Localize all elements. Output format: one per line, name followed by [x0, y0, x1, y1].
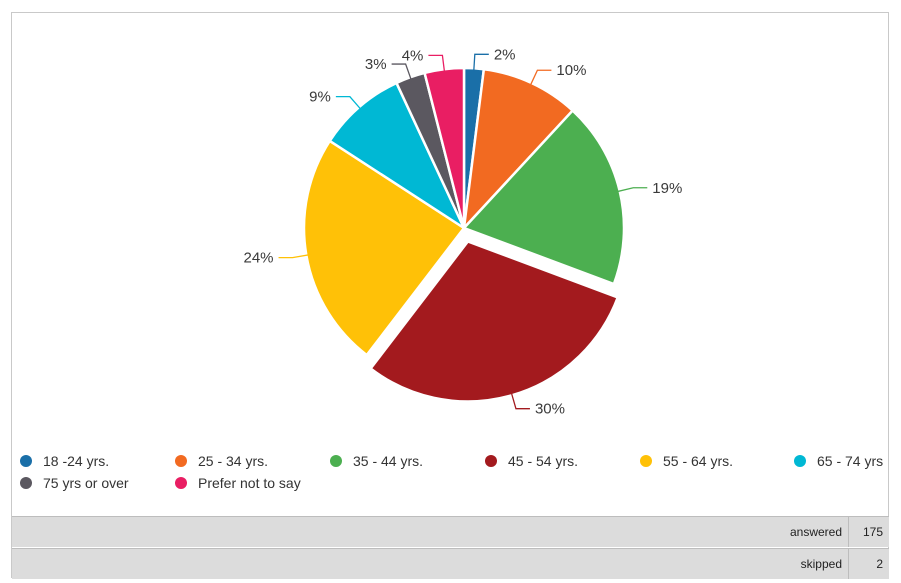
legend-item-45-54-yrs[interactable]: 45 - 54 yrs.: [485, 452, 578, 470]
legend-swatch-icon: [20, 455, 32, 467]
answered-label: answered: [789, 525, 842, 539]
legend-label: 18 -24 yrs.: [43, 453, 110, 469]
legend-swatch-icon: [485, 455, 497, 467]
legend-item-35-44-yrs[interactable]: 35 - 44 yrs.: [330, 452, 423, 470]
slice-label-75-yrs-or-over: 3%: [365, 56, 387, 73]
legend-item-25-34-yrs[interactable]: 25 - 34 yrs.: [175, 452, 268, 470]
slice-label-18-24-yrs: 2%: [494, 46, 516, 63]
slice-label-65-74-yrs: 9%: [309, 89, 331, 106]
slice-label-35-44-yrs: 19%: [652, 180, 682, 197]
legend-item-18-24-yrs[interactable]: 18 -24 yrs.: [20, 452, 109, 470]
leader-line-25-34-yrs: [529, 69, 552, 87]
legend-swatch-icon: [640, 455, 652, 467]
legend-label: 55 - 64 yrs.: [663, 453, 734, 469]
slice-label-25-34-yrs: 10%: [556, 62, 586, 79]
leader-line-75-yrs-or-over: [391, 63, 413, 82]
legend-swatch-icon: [175, 477, 187, 489]
slice-label-55-64-yrs: 24%: [244, 250, 274, 267]
skipped-value: 2: [848, 549, 889, 579]
answered-value: 175: [848, 517, 889, 547]
leader-lines: [278, 53, 648, 410]
skipped-label: skipped: [800, 557, 842, 571]
legend-item-75-yrs-or-over[interactable]: 75 yrs or over: [20, 474, 129, 492]
legend-label: 25 - 34 yrs.: [198, 453, 269, 469]
legend-swatch-icon: [20, 477, 32, 489]
leader-line-prefer-not-to-say: [428, 54, 446, 74]
legend-item-55-64-yrs[interactable]: 55 - 64 yrs.: [640, 452, 733, 470]
legend-label: 45 - 54 yrs.: [508, 453, 579, 469]
leader-line-35-44-yrs: [615, 187, 648, 193]
leader-line-45-54-yrs: [510, 391, 530, 410]
leader-line-55-64-yrs: [278, 253, 311, 259]
leader-line-18-24-yrs: [473, 53, 489, 73]
legend-swatch-icon: [175, 455, 187, 467]
legend-item-65-74-yrs[interactable]: 65 - 74 yrs: [794, 452, 883, 470]
slice-labels: 2% 10% 19% 30% 24% 9% 3% 4%: [244, 46, 683, 417]
slice-label-45-54-yrs: 30%: [535, 401, 565, 418]
legend-label: 35 - 44 yrs.: [353, 453, 424, 469]
legend-swatch-icon: [330, 455, 342, 467]
pie-slices: [302, 66, 626, 403]
chart-legend: 18 -24 yrs. 25 - 34 yrs. 35 - 44 yrs. 45 - …: [20, 452, 890, 496]
legend-label: 75 yrs or over: [43, 475, 129, 491]
legend-item-prefer-not-to-say[interactable]: Prefer not to say: [175, 474, 301, 492]
legend-label: 65 - 74 yrs: [817, 453, 884, 469]
answered-row: answered 175: [12, 516, 889, 547]
legend-swatch-icon: [794, 455, 806, 467]
legend-label: Prefer not to say: [198, 475, 301, 491]
leader-line-65-74-yrs: [335, 96, 363, 111]
skipped-row: skipped 2: [12, 548, 889, 579]
slice-label-prefer-not-to-say: 4%: [402, 47, 424, 64]
